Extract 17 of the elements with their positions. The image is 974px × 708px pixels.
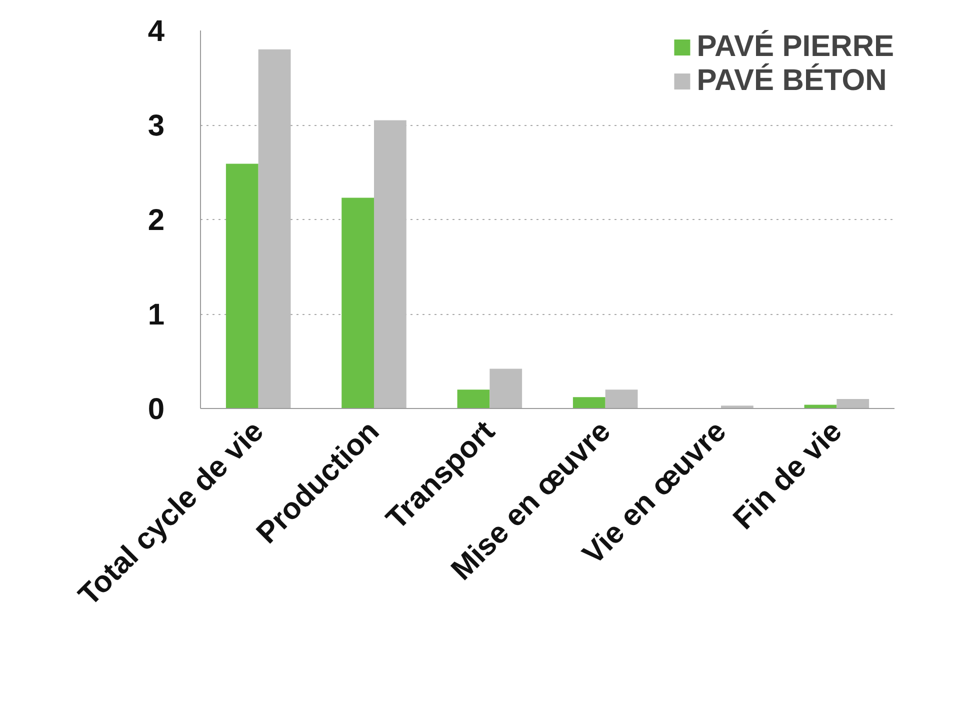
legend-label: PAVÉ BÉTON [696, 64, 887, 98]
bar [342, 198, 374, 408]
bar [258, 49, 291, 408]
bar [374, 120, 406, 408]
bar [490, 368, 522, 408]
y-tick-label: 2 [148, 204, 165, 237]
y-tick-label: 4 [148, 15, 165, 48]
bar [457, 390, 490, 408]
bar [804, 404, 837, 408]
bar [605, 390, 638, 408]
x-tick-label: Fin de vie [727, 414, 848, 536]
y-tick-label: 0 [148, 393, 165, 426]
bar [572, 397, 606, 408]
y-tick-label: 3 [148, 110, 165, 142]
bar [836, 399, 870, 408]
bar [226, 164, 258, 408]
y-tick-label: 1 [148, 298, 165, 332]
